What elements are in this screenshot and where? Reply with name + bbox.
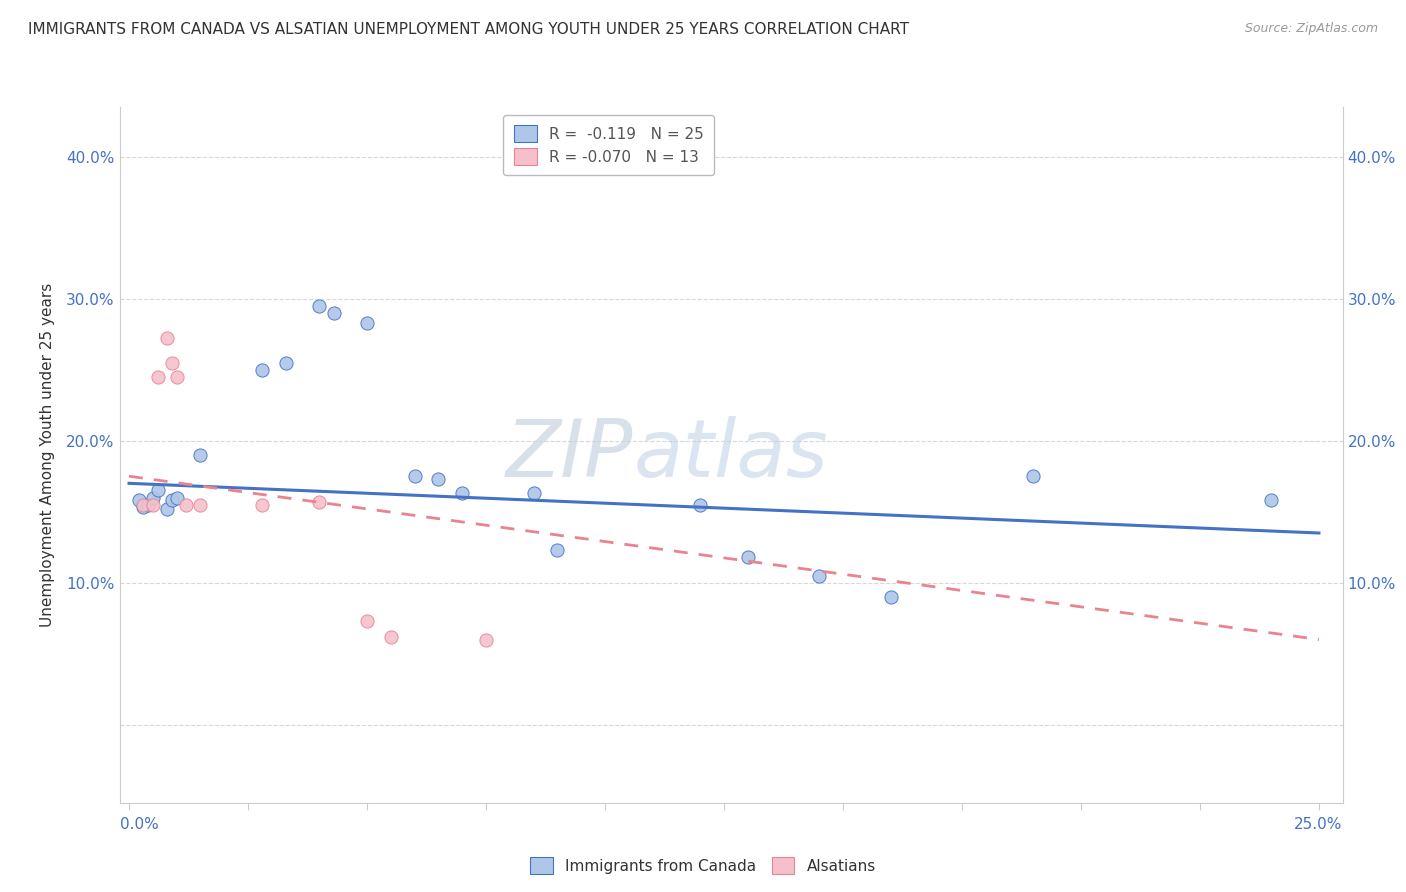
Point [142, 498, 165, 512]
Text: IMMIGRANTS FROM CANADA VS ALSATIAN UNEMPLOYMENT AMONG YOUTH UNDER 25 YEARS CORRE: IMMIGRANTS FROM CANADA VS ALSATIAN UNEMP… [28, 22, 910, 37]
Point [356, 316, 378, 330]
Point [132, 500, 155, 515]
Text: ZIP: ZIP [506, 416, 633, 494]
Point [190, 498, 212, 512]
Point [252, 498, 274, 512]
Text: 25.0%: 25.0% [1295, 817, 1343, 832]
Point [1022, 469, 1045, 483]
Point [156, 501, 179, 516]
Point [322, 306, 344, 320]
Y-axis label: Unemployment Among Youth under 25 years: Unemployment Among Youth under 25 years [39, 283, 55, 627]
Point [380, 630, 402, 644]
Point [160, 356, 183, 370]
Point [174, 498, 197, 512]
Point [160, 493, 183, 508]
Point [523, 486, 546, 500]
Point [404, 469, 426, 483]
Point [146, 483, 169, 498]
Point [1260, 493, 1282, 508]
Point [689, 498, 711, 512]
Point [146, 369, 169, 384]
Legend: R =  -0.119   N = 25, R = -0.070   N = 13: R = -0.119 N = 25, R = -0.070 N = 13 [503, 115, 714, 176]
Legend: Immigrants from Canada, Alsatians: Immigrants from Canada, Alsatians [524, 851, 882, 880]
Point [156, 331, 179, 345]
Point [128, 493, 150, 508]
Text: Source: ZipAtlas.com: Source: ZipAtlas.com [1244, 22, 1378, 36]
Text: 0.0%: 0.0% [120, 817, 159, 832]
Point [546, 543, 568, 558]
Point [142, 491, 165, 505]
Point [166, 369, 188, 384]
Point [356, 614, 378, 628]
Point [427, 472, 450, 486]
Text: atlas: atlas [633, 416, 828, 494]
Point [737, 550, 759, 565]
Point [136, 498, 159, 512]
Point [808, 568, 831, 582]
Point [475, 632, 498, 647]
Point [308, 299, 330, 313]
Point [166, 491, 188, 505]
Point [190, 448, 212, 462]
Point [451, 486, 474, 500]
Point [308, 495, 330, 509]
Point [132, 498, 155, 512]
Point [252, 362, 274, 376]
Point [879, 590, 901, 604]
Point [274, 356, 297, 370]
